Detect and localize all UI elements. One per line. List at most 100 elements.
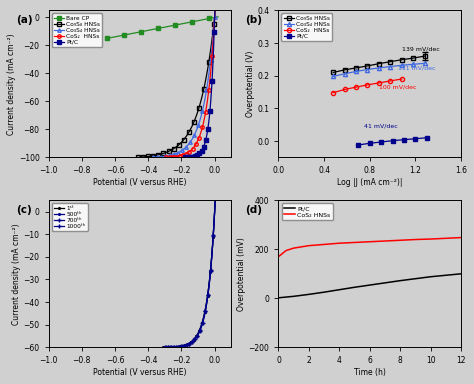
Co₃S₄ HNSs [150,155,156,160]
500ᵗʰ [161,345,167,349]
1000ᵗʰ [215,127,221,132]
Co₃S₄ HNSs [192,131,198,136]
Line: 700ᵗʰ: 700ᵗʰ [163,129,219,349]
Pt/C [390,138,395,143]
1000ᵗʰ [163,345,168,349]
CoS₂  HNSs [197,134,202,138]
Text: (c): (c) [16,205,31,215]
Bare CP [190,20,195,24]
CoS₂ HNSs [337,241,342,245]
Line: 500ᵗʰ: 500ᵗʰ [162,131,219,349]
Bare CP [175,22,181,27]
Bare CP [170,23,175,28]
700ᵗʰ [194,334,200,338]
X-axis label: Potential (V versus RHE): Potential (V versus RHE) [93,178,187,187]
Pt/C [306,292,312,297]
CoS₂ HNSs [291,246,297,250]
Text: (b): (b) [246,15,263,25]
Bare CP [161,25,166,30]
X-axis label: Potential (V versus RHE): Potential (V versus RHE) [93,368,187,377]
Bare CP [112,35,118,39]
Bare CP [121,33,127,37]
1000ᵗʰ [194,334,200,339]
CoS₂ HNSs [352,240,357,245]
Pt/C [352,285,357,290]
Line: CoS₂ HNSs: CoS₂ HNSs [278,238,461,257]
1ˢᵗ [193,334,199,338]
1000ᵗʰ [199,324,204,329]
Pt/C [443,273,449,278]
Co₉S₈ HNSs [365,64,370,68]
CoS₂  HNSs [194,140,200,144]
CoS₂  HNSs [199,127,204,132]
CoS₂  HNSs [342,87,347,92]
Bare CP [173,23,178,27]
Co₃S₄ HNSs [399,63,404,68]
Y-axis label: Overpotential (mV): Overpotential (mV) [237,237,246,311]
Bare CP [115,34,121,38]
CoS₂ HNSs [458,235,464,240]
700ᵗʰ [193,334,199,339]
1ˢᵗ [215,132,221,136]
CoS₂ HNSs [283,248,289,253]
CoS₂ HNSs [275,254,281,259]
Co₉S₈ HNSs [330,70,336,75]
Text: 139 mV/dec: 139 mV/dec [401,46,439,51]
Co₃S₄ HNSs [376,66,382,70]
1ˢᵗ [198,325,203,329]
Pt/C [356,142,361,147]
Co₉S₈ HNSs [190,122,196,127]
1ˢᵗ [160,345,166,349]
Co₉S₈ HNSs [376,61,382,66]
Pt/C [202,141,208,146]
Bare CP [195,18,201,23]
1000ᵗʰ [209,252,215,257]
Bare CP [135,30,141,35]
700ᵗʰ [198,325,204,329]
Bare CP [104,36,109,41]
Bare CP [127,32,132,36]
X-axis label: Time (h): Time (h) [354,368,386,377]
Co₃S₄ HNSs [410,62,416,66]
CoS₂  HNSs [330,90,336,95]
Co₉S₈ HNSs [183,135,189,139]
Pt/C [337,287,342,292]
Bare CP [167,24,173,28]
Co₃S₄ HNSs [365,67,370,72]
Legend: Co₉S₈ HNSs, Co₃S₄ HNSs, CoS₂  HNSs, Pt/C: Co₉S₈ HNSs, Co₃S₄ HNSs, CoS₂ HNSs, Pt/C [282,13,332,41]
Co₃S₄ HNSs [190,136,195,141]
Co₃S₄ HNSs [179,148,185,153]
500ᵗʰ [185,342,191,346]
Line: Pt/C: Pt/C [183,0,219,159]
Co₃S₄ HNSs [342,71,347,76]
Bare CP [107,36,112,40]
Bare CP [210,16,215,20]
CoS₂ HNSs [321,242,327,247]
Bare CP [204,17,210,22]
Co₉S₈ HNSs [206,60,212,64]
Pt/C [401,137,407,142]
CoS₂  HNSs [399,77,404,81]
Co₉S₈ HNSs [187,128,192,133]
Line: Co₉S₈ HNSs: Co₉S₈ HNSs [137,0,219,159]
Co₉S₈ HNSs [353,66,359,70]
Bare CP [198,18,204,22]
700ᵗʰ [209,253,215,257]
Pt/C [378,140,384,144]
Bare CP [129,31,135,36]
Co₉S₈ HNSs [171,146,176,151]
Bare CP [118,33,124,38]
Co₃S₄ HNSs [353,69,359,74]
Bare CP [132,31,138,35]
CoS₂  HNSs [365,83,370,87]
Pt/C [458,271,464,276]
CoS₂  HNSs [387,79,393,83]
Pt/C [367,283,373,287]
1000ᵗʰ [186,342,191,346]
500ᵗʰ [193,334,199,339]
Co₉S₈ HNSs [136,155,141,160]
Bare CP [141,29,146,33]
Pt/C [203,136,209,141]
Pt/C [382,281,388,285]
CoS₂  HNSs [195,138,201,143]
